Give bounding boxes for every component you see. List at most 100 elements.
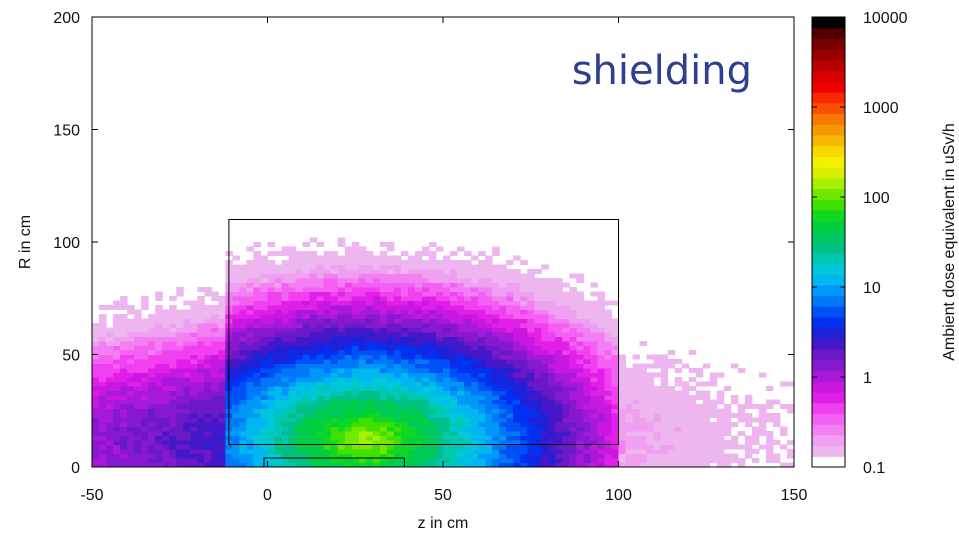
heatmap-cell xyxy=(337,273,346,279)
heatmap-cell xyxy=(407,449,416,454)
heatmap-cell xyxy=(155,449,163,454)
heatmap-cell xyxy=(92,368,100,373)
heatmap-cell xyxy=(113,318,121,324)
heatmap-cell xyxy=(134,381,142,387)
heatmap-cell xyxy=(155,314,163,319)
heatmap-cell xyxy=(253,336,261,342)
heatmap-cell xyxy=(134,440,142,445)
heatmap-cell xyxy=(695,381,704,387)
heatmap-cell xyxy=(176,318,184,324)
heatmap-cell xyxy=(337,350,346,355)
heatmap-cell xyxy=(113,417,121,423)
heatmap-cell xyxy=(464,264,472,270)
colorbar-segment xyxy=(812,413,845,425)
heatmap-cell xyxy=(176,408,184,414)
heatmap-cell xyxy=(141,323,149,328)
heatmap-cell xyxy=(414,453,423,459)
heatmap-cell xyxy=(541,408,549,414)
heatmap-cell xyxy=(120,444,128,450)
heatmap-cell xyxy=(337,323,346,328)
heatmap-cell xyxy=(541,305,549,310)
heatmap-cell xyxy=(183,354,191,360)
heatmap-cell xyxy=(218,458,226,463)
heatmap-cell xyxy=(302,300,311,306)
heatmap-cell xyxy=(597,332,605,337)
heatmap-cell xyxy=(604,417,612,423)
heatmap-cell xyxy=(597,368,605,373)
heatmap-cell xyxy=(365,390,374,396)
heatmap-cell xyxy=(358,386,367,391)
heatmap-cell xyxy=(604,422,612,427)
heatmap-cell xyxy=(155,305,163,310)
heatmap-cell xyxy=(309,282,318,288)
heatmap-cell xyxy=(260,372,268,378)
heatmap-cell xyxy=(190,314,198,319)
heatmap-cell xyxy=(709,404,718,409)
heatmap-cell xyxy=(421,341,430,346)
heatmap-cell xyxy=(169,408,177,414)
heatmap-cell xyxy=(337,296,346,301)
heatmap-cell xyxy=(450,296,458,301)
heatmap-cell xyxy=(492,440,500,445)
heatmap-cell xyxy=(414,287,423,292)
heatmap-cell xyxy=(211,363,219,369)
heatmap-cell xyxy=(562,453,570,459)
heatmap-cell xyxy=(176,354,184,360)
heatmap-cell xyxy=(204,422,212,427)
heatmap-cell xyxy=(127,399,135,405)
heatmap-cell xyxy=(365,368,374,373)
heatmap-cell xyxy=(141,305,149,310)
heatmap-cell xyxy=(267,354,276,360)
heatmap-cell xyxy=(148,318,156,324)
heatmap-cell xyxy=(295,404,304,409)
heatmap-cell xyxy=(267,345,276,351)
heatmap-cell xyxy=(555,305,563,310)
heatmap-cell xyxy=(702,453,711,459)
heatmap-cell xyxy=(499,273,507,279)
heatmap-cell xyxy=(407,404,416,409)
heatmap-cell xyxy=(639,435,648,441)
heatmap-cell xyxy=(506,273,514,279)
heatmap-cell xyxy=(302,291,311,297)
heatmap-cell xyxy=(344,323,353,328)
heatmap-cell xyxy=(386,404,395,409)
heatmap-cell xyxy=(267,381,276,387)
heatmap-cell xyxy=(302,462,311,468)
heatmap-cell xyxy=(316,255,325,261)
heatmap-cell xyxy=(604,372,612,378)
heatmap-cell xyxy=(513,345,521,351)
heatmap-cell xyxy=(611,449,619,454)
heatmap-cell xyxy=(358,359,367,364)
heatmap-cell xyxy=(534,282,542,288)
heatmap-cell xyxy=(365,273,374,279)
heatmap-cell xyxy=(435,422,444,427)
heatmap-cell xyxy=(471,300,479,306)
heatmap-cell xyxy=(688,462,697,468)
colorbar-tick-label: 1000 xyxy=(863,100,899,117)
heatmap-cell xyxy=(148,458,156,463)
heatmap-cell xyxy=(344,386,353,391)
heatmap-cell xyxy=(267,282,276,288)
heatmap-cell xyxy=(464,444,472,450)
heatmap-cell xyxy=(421,296,430,301)
heatmap-cell xyxy=(162,323,170,328)
heatmap-cell xyxy=(330,395,339,400)
heatmap-cell xyxy=(590,422,598,427)
heatmap-cell xyxy=(478,390,486,396)
heatmap-cell xyxy=(520,444,528,450)
heatmap-cell xyxy=(274,314,283,319)
heatmap-cell xyxy=(450,395,458,400)
heatmap-cell xyxy=(183,386,191,391)
heatmap-cell xyxy=(421,458,430,463)
heatmap-cell xyxy=(141,350,149,355)
heatmap-cell xyxy=(113,381,121,387)
heatmap-cell xyxy=(583,435,591,441)
heatmap-cell xyxy=(597,449,605,454)
heatmap-cell xyxy=(421,368,430,373)
heatmap-cell xyxy=(513,444,521,450)
heatmap-cell xyxy=(351,332,360,337)
heatmap-cell xyxy=(541,300,549,306)
heatmap-cell xyxy=(295,363,304,369)
heatmap-cell xyxy=(358,291,367,297)
heatmap-cell xyxy=(541,462,549,468)
